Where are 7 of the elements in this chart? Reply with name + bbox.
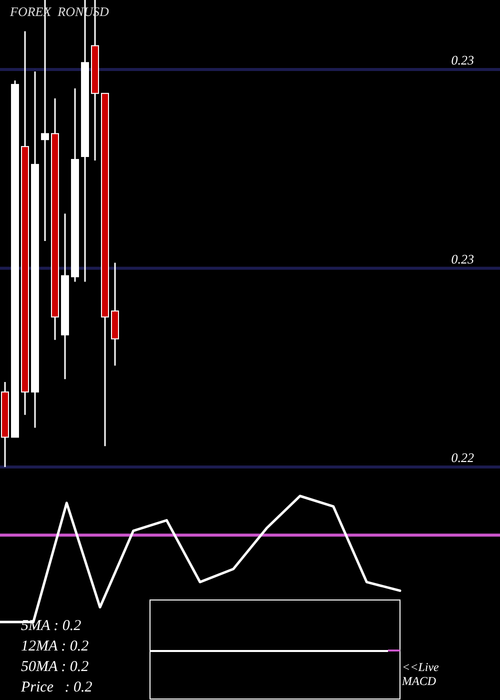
text: <<Live MACD	[401, 660, 440, 688]
text: 50MA : 0.2	[21, 659, 90, 675]
y-tick-label: 0.23	[451, 251, 474, 266]
text: 12MA : 0.2	[21, 638, 90, 654]
y-tick-label: 0.22	[451, 450, 474, 465]
text: Price : 0.2	[20, 680, 93, 696]
y-tick-label: 0.23	[451, 52, 474, 68]
